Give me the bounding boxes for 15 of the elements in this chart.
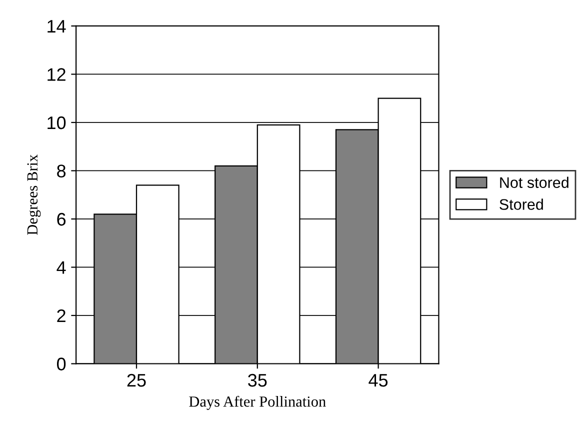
x-tick-label: 35 [248,374,267,387]
y-tick-label: 6 [57,212,66,226]
x-tick-label: 25 [127,374,146,387]
y-tick-label: 0 [56,358,66,370]
y-tick-label: 2 [57,309,66,322]
y-tick-label: 4 [56,261,66,274]
y-tick-label: 8 [57,164,66,178]
y-tick-label: 14 [48,20,66,33]
y-axis-title: Degrees Brix [27,154,41,235]
y-tick-label: 12 [48,68,66,81]
legend-label: Stored [500,198,543,210]
x-tick-label: 45 [368,374,388,387]
y-tick-label: 10 [48,116,66,130]
x-axis-title: Days After Pollination [189,396,326,410]
legend-label: Not stored [500,176,568,188]
